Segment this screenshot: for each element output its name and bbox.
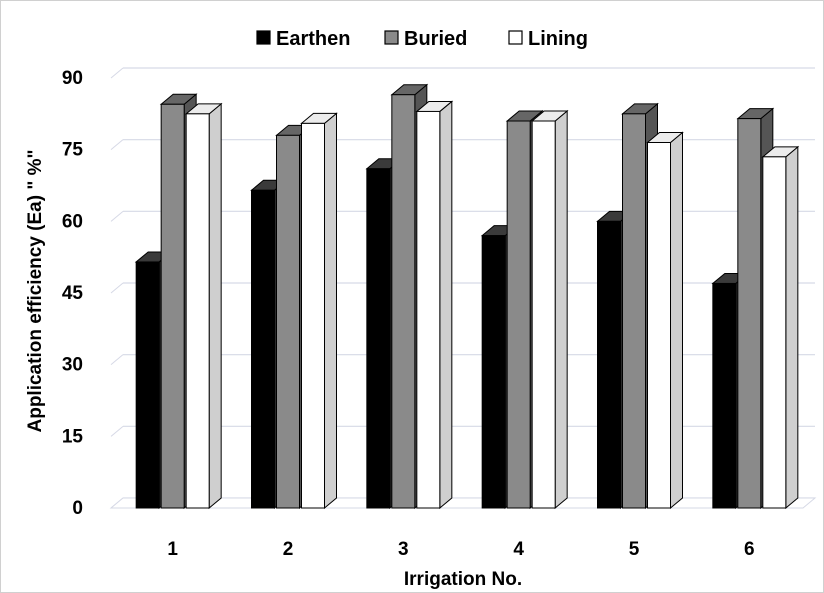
legend: Earthen Buried Lining [256, 28, 588, 50]
gridline-diagonal [110, 425, 124, 437]
bar-lining-3 [415, 100, 454, 510]
bar-lining-5 [646, 131, 684, 510]
x-tick-label: 2 [283, 539, 294, 560]
gridline-diagonal [110, 210, 124, 222]
gridline-diagonal [110, 354, 124, 366]
y-tick-label: 15 [62, 426, 84, 447]
x-tick-label: 5 [629, 539, 640, 560]
legend-item-lining: Lining [508, 28, 588, 50]
x-tick-label: 6 [744, 539, 755, 560]
legend-label: Buried [404, 28, 467, 50]
y-tick-label: 75 [62, 140, 84, 161]
bar-lining-6 [761, 145, 800, 510]
y-tick-label: 45 [62, 283, 84, 304]
y-axis-title: Application efficiency (Ea) " %" [25, 149, 46, 432]
y-tick-label: 0 [72, 498, 83, 519]
gridline-diagonal [110, 139, 124, 151]
y-tick-label: 30 [62, 355, 83, 376]
legend-item-buried: Buried [384, 28, 467, 50]
legend-swatch [256, 30, 271, 45]
y-tick-label: 90 [62, 68, 83, 89]
x-tick-label: 3 [398, 539, 409, 560]
legend-label: Earthen [276, 28, 350, 50]
x-tick-label: 1 [167, 539, 178, 560]
gridline-diagonal [110, 282, 124, 294]
legend-swatch [384, 30, 399, 45]
bar-lining-1 [184, 102, 223, 510]
gridline-diagonal [110, 67, 124, 79]
bar-lining-4 [530, 109, 569, 510]
legend-item-earthen: Earthen [256, 28, 350, 50]
bar-lining-2 [300, 112, 338, 510]
legend-swatch [508, 30, 523, 45]
x-tick-label: 4 [513, 539, 524, 560]
x-tick-labels: 1 2 3 4 5 6 [167, 539, 754, 560]
legend-label: Lining [528, 28, 588, 50]
y-tick-labels: 0 15 30 45 60 75 90 [62, 68, 84, 519]
y-tick-label: 60 [62, 211, 83, 232]
bars [134, 83, 800, 510]
x-axis-title: Irrigation No. [404, 569, 522, 590]
